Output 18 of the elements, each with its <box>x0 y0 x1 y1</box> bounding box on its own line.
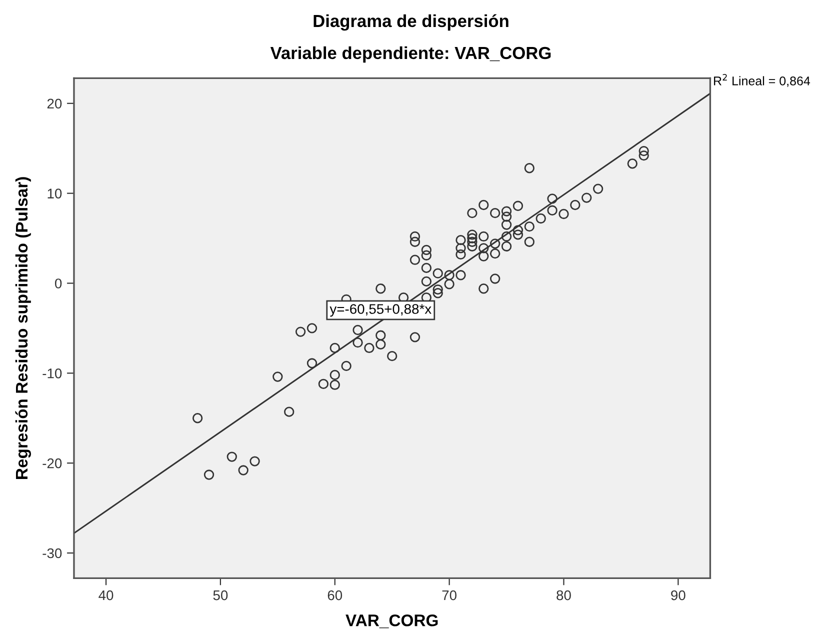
annotation: y=-60,55+0,88*x <box>330 304 432 317</box>
x-tick-label: 70 <box>442 590 456 600</box>
x-tick-label: 80 <box>556 590 571 600</box>
chart-title: Diagrama de dispersión <box>314 14 508 31</box>
y-tick-label: 20 <box>47 98 62 109</box>
y-tick-label: 0 <box>54 278 62 288</box>
annotation: R$^{2}$ Lineal = 0,864 <box>714 74 810 87</box>
x-tick-label: 90 <box>671 590 686 600</box>
y-axis-title: Regresión Residuo suprimido (Pulsar) <box>15 177 31 479</box>
x-tick-label: 40 <box>98 590 114 600</box>
y-tick-label: -20 <box>42 458 62 468</box>
y-tick-label: 10 <box>48 188 62 198</box>
chart-subtitle: Variable dependiente: VAR_CORG <box>270 46 551 63</box>
x-axis-title: VAR_CORG <box>346 614 438 628</box>
x-tick-label: 60 <box>328 590 342 600</box>
x-tick-label: 50 <box>213 590 228 600</box>
y-tick-label: -10 <box>42 368 62 378</box>
y-tick-label: -30 <box>42 548 62 558</box>
